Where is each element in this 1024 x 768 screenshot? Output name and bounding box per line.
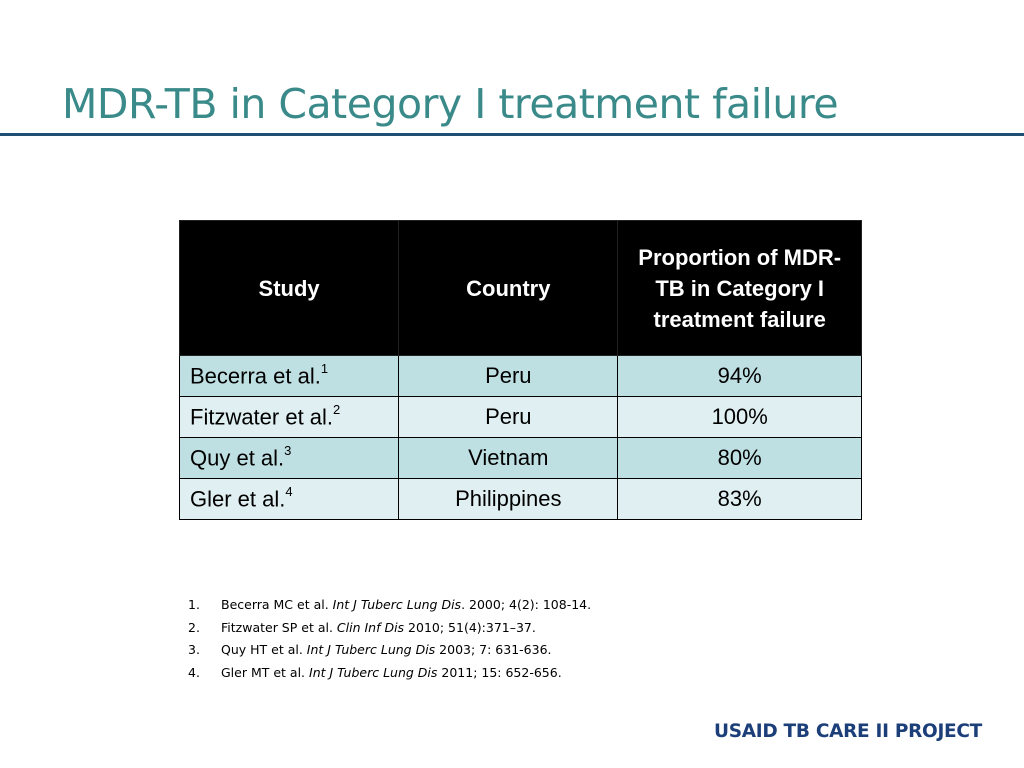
title-divider <box>0 133 1024 136</box>
study-name: Quy et al. <box>190 445 285 471</box>
proportion-cell: 83% <box>617 478 862 520</box>
reference-authors: Gler MT et al. <box>221 664 306 680</box>
reference-journal: Clin Inf Dis <box>336 619 405 635</box>
reference-journal: Int J Tuberc Lung Dis <box>309 664 438 680</box>
reference-item: 3. Quy HT et al. Int J Tuberc Lung Dis 20… <box>188 639 591 662</box>
header-study: Study <box>178 220 400 356</box>
study-cell: Quy et al.3 <box>178 437 400 479</box>
reference-item: 2. Fitzwater SP et al. Clin Inf Dis 2010;… <box>188 617 591 640</box>
reference-journal: Int J Tuberc Lung Dis <box>306 642 436 657</box>
country-cell: Philippines <box>398 478 619 520</box>
references-list: 1. Becerra MC et al. Int J Tuberc Lung Di… <box>188 594 591 684</box>
reference-details: 2003; 7: 631-636. <box>435 642 552 657</box>
country-cell: Peru <box>398 355 619 397</box>
reference-number: 2. <box>188 619 200 635</box>
country-cell: Vietnam <box>398 437 619 479</box>
reference-details: 2011; 15: 652-656. <box>437 664 562 680</box>
reference-item: 1. Becerra MC et al. Int J Tuberc Lung Di… <box>188 594 591 617</box>
proportion-cell: 80% <box>617 437 862 479</box>
table-row: Quy et al.3 Vietnam 80% <box>178 437 862 479</box>
studies-table: Study Country Proportion of MDR-TB in Ca… <box>178 220 862 520</box>
reference-number: 4. <box>188 664 200 680</box>
study-name: Becerra et al. <box>190 363 321 389</box>
reference-marker: 2 <box>333 401 341 417</box>
study-name: Gler et al. <box>190 486 286 512</box>
study-name: Fitzwater et al. <box>190 404 334 430</box>
country-cell: Peru <box>398 396 619 438</box>
reference-details: . 2000; 4(2): 108-14. <box>461 597 592 612</box>
reference-item: 4. Gler MT et al. Int J Tuberc Lung Dis 2… <box>188 662 591 685</box>
table-row: Fitzwater et al.2 Peru 100% <box>178 396 862 438</box>
header-country: Country <box>398 220 619 356</box>
reference-authors: Fitzwater SP et al. <box>221 619 333 635</box>
reference-marker: 1 <box>320 360 329 376</box>
table-row: Gler et al.4 Philippines 83% <box>178 478 862 520</box>
reference-number: 1. <box>188 597 200 612</box>
reference-authors: Becerra MC et al. <box>221 597 329 612</box>
study-cell: Fitzwater et al.2 <box>178 396 400 438</box>
reference-marker: 4 <box>285 483 293 499</box>
slide-title: MDR-TB in Category I treatment failure <box>62 80 839 128</box>
header-proportion: Proportion of MDR-TB in Category I treat… <box>617 220 862 356</box>
reference-marker: 3 <box>284 442 292 458</box>
reference-number: 3. <box>188 642 200 657</box>
table-row: Becerra et al.1 Peru 94% <box>178 355 862 397</box>
study-cell: Becerra et al.1 <box>178 355 400 397</box>
project-logo-text: USAID TB CARE II PROJECT <box>714 721 982 742</box>
reference-authors: Quy HT et al. <box>221 642 303 657</box>
proportion-cell: 94% <box>617 355 862 397</box>
study-cell: Gler et al.4 <box>178 478 400 520</box>
reference-details: 2010; 51(4):371–37. <box>404 619 536 635</box>
reference-journal: Int J Tuberc Lung Dis <box>332 597 462 612</box>
proportion-cell: 100% <box>617 396 862 438</box>
table-header-row: Study Country Proportion of MDR-TB in Ca… <box>178 220 862 356</box>
